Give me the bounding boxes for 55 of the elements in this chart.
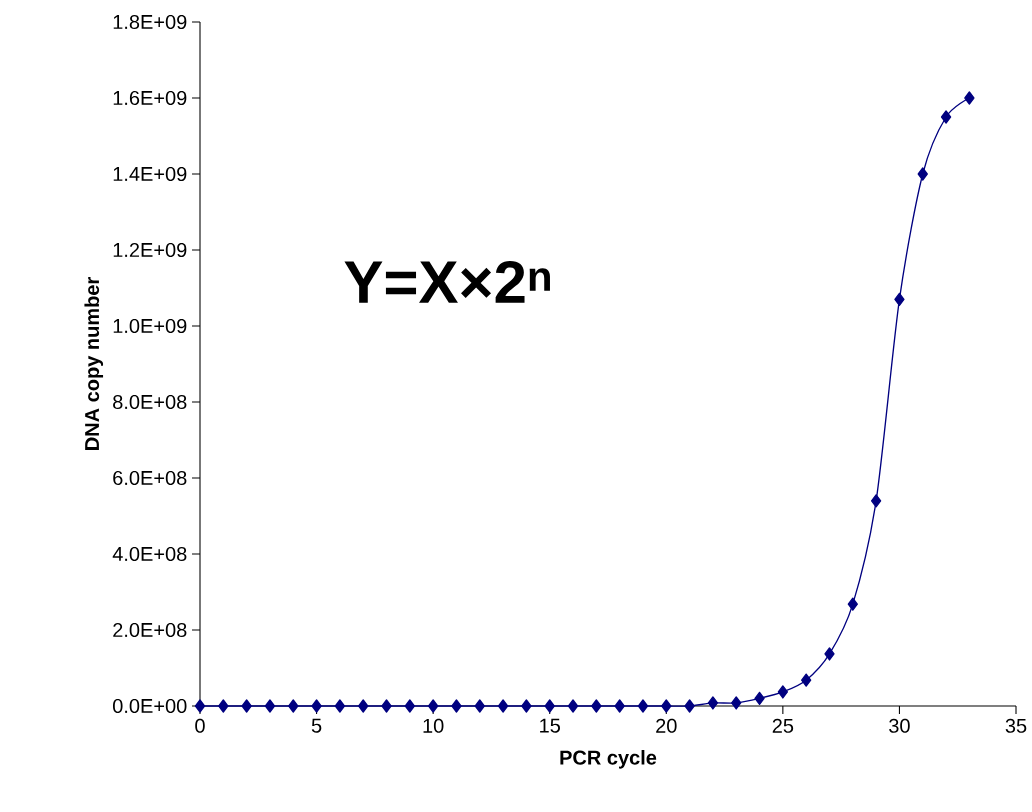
point <box>474 699 485 713</box>
x-tick-label: 20 <box>656 718 677 733</box>
point <box>847 597 858 611</box>
point <box>707 696 719 710</box>
x-tick-label: 0 <box>195 718 205 733</box>
point <box>940 110 952 124</box>
y-tick-label: 1.0E+09 <box>113 318 187 334</box>
y-tick-label: 1.4E+09 <box>113 166 187 182</box>
point <box>777 685 789 699</box>
point <box>264 699 276 713</box>
y-tick-label: 2.0E+08 <box>113 622 187 638</box>
y-tick-label: 8.0E+08 <box>113 394 187 410</box>
point <box>358 699 369 713</box>
point <box>684 699 695 713</box>
point <box>917 167 928 181</box>
point <box>614 699 625 713</box>
y-tick-label: 1.6E+09 <box>113 90 187 106</box>
point <box>311 699 322 713</box>
point <box>731 696 742 710</box>
y-tick-label: 6.0E+08 <box>113 470 187 486</box>
y-axis-title: DNA copy number <box>84 277 104 450</box>
point <box>801 673 812 687</box>
y-tick-label: 1.2E+09 <box>113 242 187 258</box>
point <box>218 699 229 713</box>
point <box>241 699 252 713</box>
x-tick-label: 10 <box>423 718 444 733</box>
x-tick-label: 30 <box>889 718 910 733</box>
point <box>637 699 649 713</box>
point <box>334 699 346 713</box>
point <box>754 691 765 706</box>
point <box>567 699 579 713</box>
x-tick-label: 25 <box>772 718 794 733</box>
point <box>521 699 532 713</box>
point <box>591 699 602 713</box>
point <box>894 292 905 307</box>
point <box>824 647 835 661</box>
point <box>544 699 555 713</box>
point <box>404 699 415 713</box>
y-tick-label: 4.0E+08 <box>112 546 187 562</box>
x-tick-label: 5 <box>311 718 322 733</box>
point <box>427 699 439 713</box>
y-tick-label: 1.8E+09 <box>113 14 187 30</box>
point <box>497 699 509 713</box>
point <box>870 494 882 508</box>
point <box>451 699 462 713</box>
point <box>661 699 672 713</box>
point <box>381 699 392 713</box>
x-tick-label: 15 <box>540 718 560 733</box>
point <box>194 699 206 713</box>
point <box>964 91 975 105</box>
text: Y=X×2$^{n}$ <box>344 260 550 303</box>
point <box>288 699 299 713</box>
x-tick-label: 35 <box>1005 718 1027 733</box>
y-tick-label: 0.0E+00 <box>113 698 187 714</box>
x-axis-title: PCR cycle <box>560 750 657 769</box>
